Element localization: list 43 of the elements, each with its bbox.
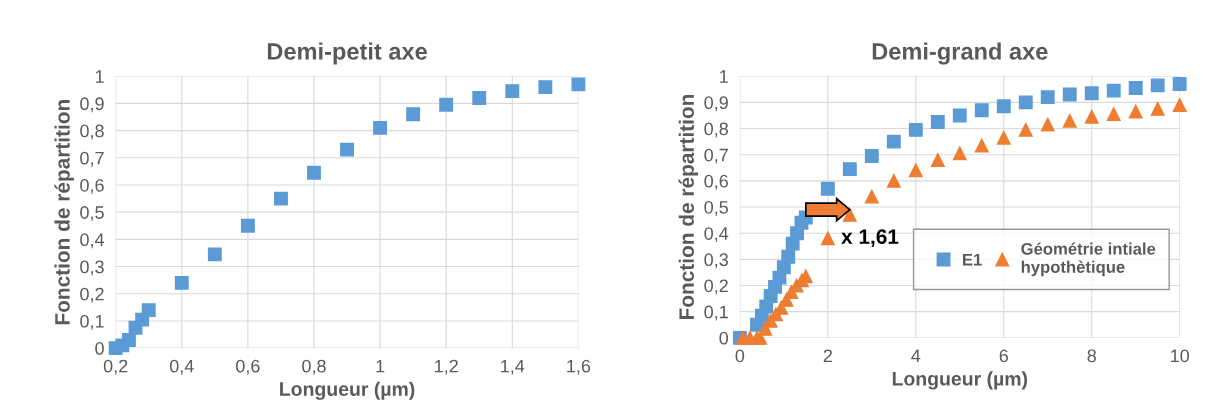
y-tick-label: 0,6: [704, 174, 728, 190]
y-tick-label: 0,9: [80, 97, 104, 113]
x-axis-title: Longueur (µm): [280, 381, 415, 400]
y-tick-label: 1: [95, 70, 104, 83]
x-tick-label: 1: [376, 359, 385, 373]
y-axis-title: Fonction de répartition: [678, 94, 699, 320]
y-tick-label: 0,5: [80, 206, 104, 222]
y-tick-label: 0,1: [80, 314, 104, 330]
y-tick-label: 0,1: [704, 305, 728, 321]
y-tick-label: 0,3: [80, 260, 104, 276]
y-tick-label: 0,7: [80, 151, 104, 167]
y-tick-label: 0,2: [80, 287, 104, 303]
x-axis-title: Longueur (µm): [892, 371, 1028, 390]
y-tick-label: 1: [720, 70, 728, 83]
y-tick-label: 0,2: [704, 279, 728, 295]
x-tick-label: 8: [1087, 349, 1096, 363]
y-tick-label: 0,6: [80, 178, 104, 194]
y-tick-label: 0,4: [80, 233, 105, 249]
chart-title: Demi-petit axe: [267, 42, 427, 65]
chart-title: Demi-grand axe: [872, 42, 1048, 65]
y-tick-label: 0,3: [704, 253, 728, 269]
x-tick-label: 0: [735, 349, 745, 363]
y-tick-label: 0,8: [704, 122, 728, 138]
legend-label: Géométrie intiale hypothètique: [1021, 242, 1156, 277]
y-tick-label: 0: [719, 331, 729, 345]
y-tick-label: 0,7: [704, 148, 728, 164]
x-tick-label: 10: [1171, 349, 1190, 363]
x-tick-label: 0,6: [236, 359, 260, 375]
x-tick-label: 0,4: [169, 359, 194, 375]
x-tick-label: 1,6: [567, 359, 591, 375]
x-tick-label: 1,2: [435, 359, 458, 375]
x-tick-label: 1,4: [501, 359, 525, 375]
y-tick-label: 0,9: [704, 96, 728, 112]
x-tick-label: 2: [823, 349, 832, 363]
x-tick-label: 0,8: [302, 359, 326, 375]
legend-label: E1: [963, 253, 982, 266]
x-tick-label: 4: [911, 349, 921, 363]
x-tick-label: 6: [999, 349, 1008, 363]
y-tick-label: 0,4: [704, 227, 729, 243]
annotation: x 1,61: [841, 229, 899, 248]
y-tick-label: 0,5: [704, 200, 728, 216]
y-tick-label: 0,8: [80, 124, 104, 140]
y-axis-title: Fonction de répartition: [54, 100, 74, 325]
